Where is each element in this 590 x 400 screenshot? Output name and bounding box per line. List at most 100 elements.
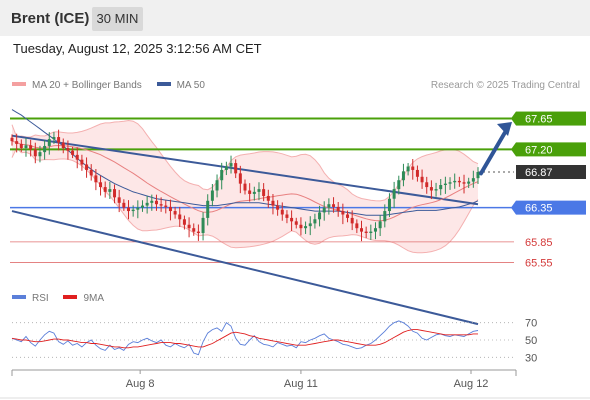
level-label-pointer xyxy=(511,142,516,157)
candle-body xyxy=(215,180,219,191)
time-axis-label: Aug 8 xyxy=(126,378,155,390)
candle-body xyxy=(294,221,298,225)
time-axis-label: Aug 12 xyxy=(454,378,489,390)
level-label-65-55: 65.55 xyxy=(525,257,553,269)
candle-body xyxy=(369,231,373,233)
timeframe-badge[interactable]: 30 MIN xyxy=(92,7,143,31)
rsi-tick-label-30: 30 xyxy=(525,352,537,364)
chart-datetime: Tuesday, August 12, 2025 3:12:56 AM CET xyxy=(13,41,262,56)
level-label-box xyxy=(516,165,586,179)
level-label-67-20: 67.20 xyxy=(511,142,586,157)
candle-body xyxy=(187,224,191,229)
candle-body xyxy=(164,205,168,207)
candle-body xyxy=(457,180,461,183)
candle-body xyxy=(168,206,172,212)
legend-label-ma50: MA 50 xyxy=(176,80,205,91)
candle-body xyxy=(85,164,89,170)
candle-body xyxy=(476,172,480,179)
time-axis-label: Aug 11 xyxy=(284,378,318,390)
candle-body xyxy=(61,142,65,149)
candle-body xyxy=(43,145,47,153)
level-label-text: 67.20 xyxy=(525,144,553,156)
legend-item-bollinger: MA 20 + Bollinger Bands xyxy=(12,80,142,91)
candle-body xyxy=(443,183,447,186)
bollinger-upper-line xyxy=(11,119,479,202)
candle-body xyxy=(336,206,340,212)
candle-body xyxy=(401,171,405,181)
time-axis: Aug 8 Aug 11 Aug 12 xyxy=(0,369,590,399)
candle-body xyxy=(154,200,158,205)
candle-body xyxy=(257,189,261,192)
candle-body xyxy=(182,219,186,225)
rsi-tick-label-50: 50 xyxy=(525,335,537,347)
candle-body xyxy=(304,226,308,229)
candle-body xyxy=(266,195,270,201)
rsi-tick-label-70: 70 xyxy=(525,318,537,330)
candle-body xyxy=(471,178,475,182)
candle-body xyxy=(448,182,452,184)
candle-body xyxy=(411,166,415,170)
candle-body xyxy=(19,143,23,149)
candle-body xyxy=(425,182,429,188)
level-label-text: 67.65 xyxy=(525,114,553,126)
candle-body xyxy=(224,166,228,170)
candle-body xyxy=(173,211,177,215)
candle-body xyxy=(467,181,471,184)
candle-body xyxy=(248,190,252,194)
candle-body xyxy=(346,214,350,218)
candle-body xyxy=(327,204,331,208)
candle-body xyxy=(113,189,117,198)
level-label-text: 66.87 xyxy=(525,167,553,179)
candle-body xyxy=(420,176,424,183)
candle-body xyxy=(453,180,457,183)
candle-body xyxy=(322,207,326,213)
candle-body xyxy=(52,137,56,140)
rsi-swatch xyxy=(12,295,26,300)
rsi-legend: RSI 9MA xyxy=(12,293,116,304)
candle-body xyxy=(66,148,70,151)
candle-body xyxy=(234,163,238,174)
candle-body xyxy=(136,207,140,210)
level-label-66-87: 66.87 xyxy=(516,165,586,179)
candle-body xyxy=(10,137,14,142)
forecast-arrow-head xyxy=(497,121,512,136)
candle-body xyxy=(299,224,303,229)
candle-body xyxy=(122,202,126,208)
candle-body xyxy=(140,205,144,208)
candle-body xyxy=(429,187,433,191)
level-label-67-65: 67.65 xyxy=(511,111,586,126)
candle-body xyxy=(89,169,93,176)
candle-body xyxy=(271,200,275,206)
candle-body xyxy=(29,145,33,150)
candle-body xyxy=(387,198,391,212)
channel-upper-line xyxy=(11,134,479,206)
candle-body xyxy=(206,200,210,218)
level-label-pointer xyxy=(511,111,516,126)
candle-body xyxy=(462,182,466,184)
bollinger-swatch xyxy=(12,82,26,87)
level-label-text: 66.35 xyxy=(525,203,553,215)
candle-body xyxy=(341,211,345,215)
candle-body xyxy=(313,219,317,224)
candle-body xyxy=(196,231,200,233)
bollinger-lower-line xyxy=(11,147,479,254)
candle-body xyxy=(360,228,363,232)
level-label-box xyxy=(516,142,586,157)
candle-body xyxy=(383,211,387,222)
copyright-text: Research © 2025 Trading Central xyxy=(430,80,580,91)
candle-body xyxy=(24,145,28,149)
level-label-box xyxy=(516,200,586,215)
candle-body xyxy=(238,173,242,184)
candle-body xyxy=(280,209,284,215)
candle-body xyxy=(252,191,256,194)
rsi-panel: 70 50 30 xyxy=(11,318,537,364)
ma9-swatch xyxy=(63,295,78,300)
candle-body xyxy=(127,207,130,212)
candle-body xyxy=(94,175,98,183)
candle-body xyxy=(47,139,51,146)
level-lines-layer xyxy=(10,117,514,263)
ma20-line xyxy=(11,140,479,222)
legend-label-rsi: RSI xyxy=(32,293,49,304)
legend-item-9ma: 9MA xyxy=(63,293,104,304)
